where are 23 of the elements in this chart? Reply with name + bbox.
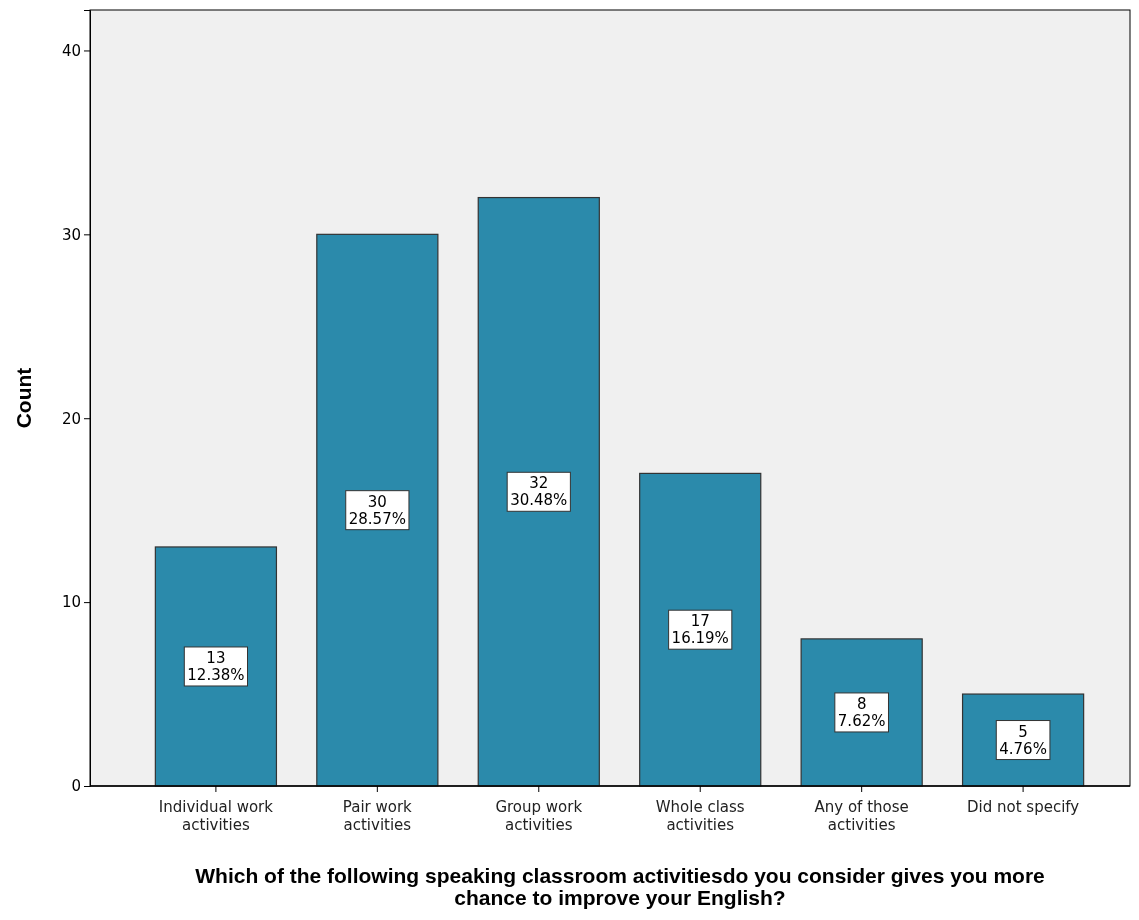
data-label: 13 12.38% xyxy=(187,648,245,684)
bar xyxy=(154,546,278,787)
data-label: 17 16.19% xyxy=(671,612,729,648)
x-tick-label: Any of those activities xyxy=(814,798,909,834)
x-tick-label: Individual work activities xyxy=(158,798,274,834)
x-tick-label: Pair work activities xyxy=(342,798,413,834)
bar xyxy=(316,233,439,787)
y-tick-label: 0 xyxy=(71,777,81,796)
y-tick-label: 30 xyxy=(61,225,81,244)
bar xyxy=(639,472,762,787)
x-tick-label: Group work activities xyxy=(495,798,583,834)
y-axis-title: Count xyxy=(12,367,35,429)
y-tick-label: 40 xyxy=(61,41,81,60)
data-label: 30 28.57% xyxy=(348,492,406,528)
bar xyxy=(477,196,600,787)
data-label: 5 4.76% xyxy=(999,722,1047,758)
x-tick-label: Did not specify xyxy=(966,798,1080,816)
y-tick-label: 20 xyxy=(61,409,81,428)
y-tick-label: 10 xyxy=(61,593,81,612)
x-tick-label: Whole class activities xyxy=(655,798,745,834)
data-label: 32 30.48% xyxy=(510,474,568,510)
x-axis-title: Which of the following speaking classroom activitiesdo you consider gives you more chance to improve your English? xyxy=(195,864,1045,909)
data-label: 8 7.62% xyxy=(837,694,886,730)
